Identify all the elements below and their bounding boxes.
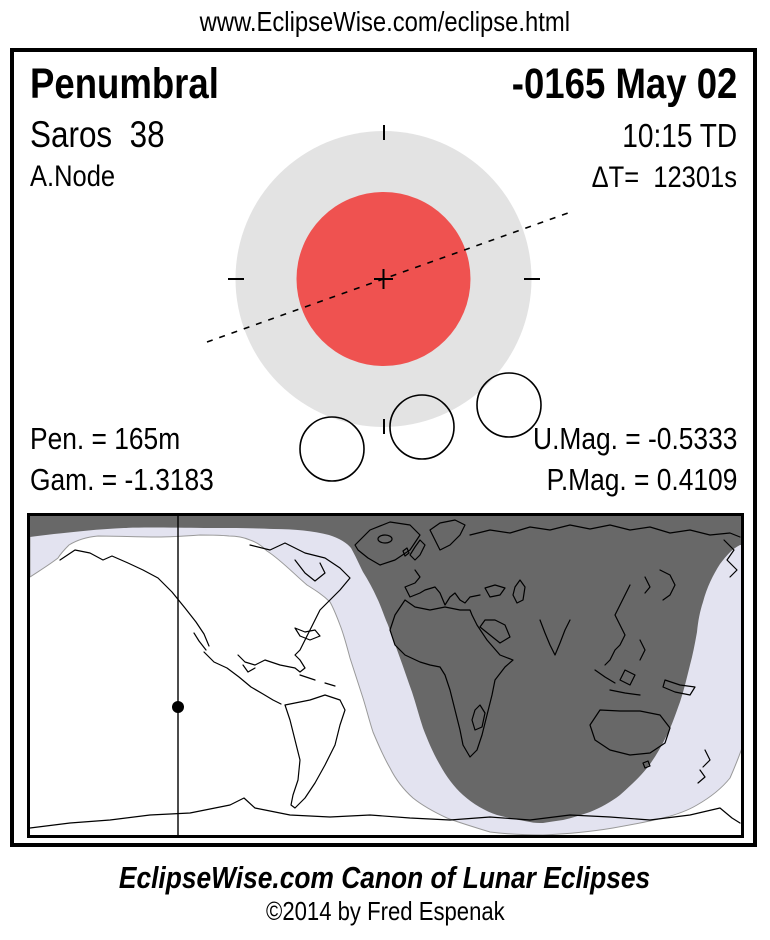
eclipse-date: -0165 May 02	[511, 60, 737, 108]
coast-europe-mediterranean	[404, 569, 481, 606]
coast-greenland	[354, 521, 421, 566]
coast-antarctica	[29, 797, 741, 829]
coast-indonesia	[594, 669, 641, 696]
penumbral-duration: Pen. = 165m	[30, 421, 181, 456]
moon-path-dashed-line	[206, 212, 569, 343]
delta-t-value: ΔT= 12301s	[591, 161, 737, 194]
umbra-circle	[296, 192, 471, 366]
penumbra-circle	[235, 131, 532, 427]
visibility-map	[27, 513, 744, 838]
coast-asia-northeast	[723, 539, 738, 578]
saros-label: Saros 38	[30, 114, 165, 155]
url-header: www.EclipseWise.com/eclipse.html	[0, 6, 770, 38]
map-border	[29, 515, 742, 836]
shadow-center-cross	[374, 269, 393, 289]
coast-scandinavia	[429, 519, 466, 551]
greatest-eclipse-time: 10:15 TD	[622, 117, 737, 154]
map-visible-zone	[30, 515, 742, 823]
coast-philippines	[639, 639, 646, 661]
coast-madagascar	[471, 704, 486, 731]
coast-north-america-west	[59, 549, 282, 705]
coast-caspian-sea	[512, 579, 526, 604]
node-label: A.Node	[30, 160, 116, 193]
moon-outline-greatest	[389, 394, 455, 460]
coast-korea-japan	[644, 569, 676, 601]
url-header-text: www.EclipseWise.com/eclipse.html	[199, 6, 571, 37]
coast-iceland	[377, 534, 393, 544]
coast-arabia	[479, 619, 511, 644]
umbral-magnitude: U.Mag. = -0.5333	[532, 421, 737, 456]
eclipse-type-label: Penumbral	[30, 60, 219, 108]
coast-new-guinea	[662, 679, 696, 696]
moon-outline-first-contact	[299, 416, 365, 482]
coast-hudson-bay	[294, 559, 326, 582]
penumbral-magnitude: P.Mag. = 0.4109	[546, 462, 737, 497]
eclipse-card: Penumbral -0165 May 02 Saros 38 10:15 TD…	[10, 48, 757, 847]
axis-tick-marks	[228, 125, 540, 434]
footer-copyright: ©2014 by Fred Espenak	[265, 896, 505, 926]
sublunar-point-dot	[172, 701, 184, 713]
gamma-value: Gam. = -1.3183	[30, 462, 214, 497]
footer-title: EclipseWise.com Canon of Lunar Eclipses	[119, 860, 651, 895]
coast-british-isles	[402, 539, 426, 561]
coast-south-america	[284, 694, 346, 809]
coast-black-sea	[484, 584, 506, 598]
coast-asia-east	[604, 584, 631, 666]
coast-north-america-east	[237, 542, 351, 687]
coast-africa	[389, 599, 514, 758]
coast-new-zealand	[697, 749, 711, 784]
coast-australia	[589, 709, 671, 769]
coast-asia-north	[469, 524, 741, 538]
coast-great-lakes	[294, 627, 321, 641]
continent-outlines	[29, 519, 741, 829]
visibility-map-svg	[29, 514, 743, 836]
coast-india	[539, 619, 571, 656]
